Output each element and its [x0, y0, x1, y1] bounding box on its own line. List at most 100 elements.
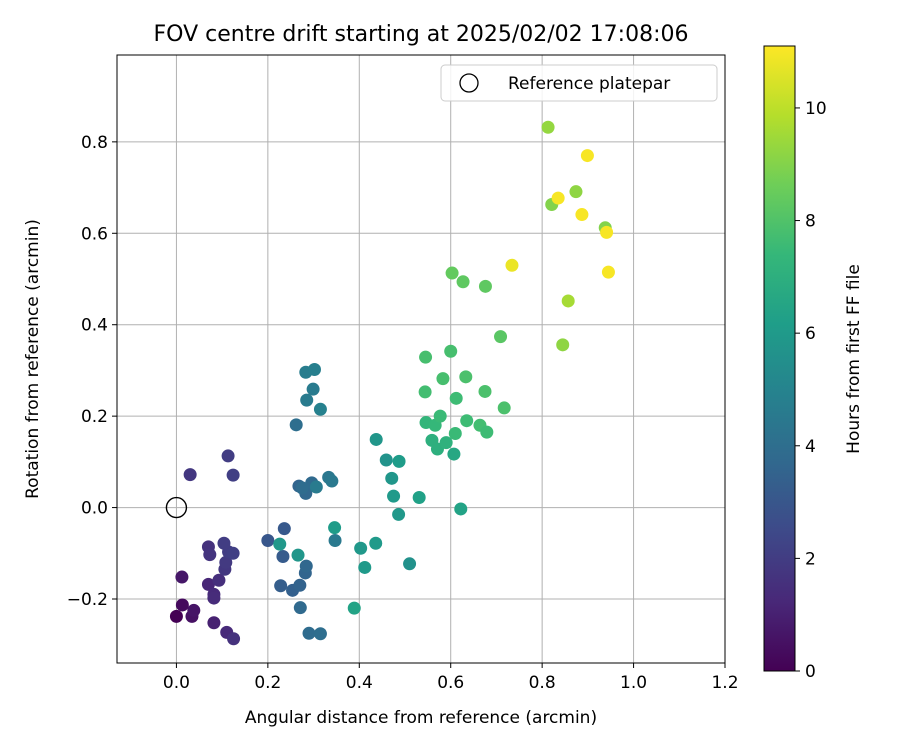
colorbar-ticks: 0 2 4 6 8 10 [795, 99, 827, 682]
data-point [313, 402, 327, 416]
data-point [456, 275, 470, 289]
y-tick-label: 0.4 [81, 316, 108, 336]
data-point [325, 474, 339, 488]
y-axis-label: Rotation from reference (arcmin) [23, 219, 43, 499]
data-point [569, 185, 583, 199]
data-point [293, 601, 307, 615]
data-point [445, 266, 459, 280]
data-point [387, 489, 401, 503]
data-point [439, 436, 453, 450]
data-point [291, 548, 305, 562]
data-point [454, 502, 468, 516]
colorbar-tick-label: 6 [805, 324, 816, 344]
data-point [392, 454, 406, 468]
data-point [419, 350, 433, 364]
data-point [575, 208, 589, 222]
data-point [369, 432, 383, 446]
data-point [369, 536, 383, 550]
colorbar-tick-label: 10 [805, 99, 827, 119]
data-point [494, 330, 508, 344]
data-point [169, 609, 183, 623]
data-point [203, 548, 217, 562]
data-point [459, 370, 473, 384]
data-point [307, 363, 321, 377]
x-tick-label: 0.4 [346, 673, 373, 693]
data-point [436, 372, 450, 386]
legend-label: Reference platepar [508, 74, 670, 94]
data-point [561, 294, 575, 308]
data-point [580, 149, 594, 163]
data-point [261, 533, 275, 547]
data-point [418, 385, 432, 399]
data-point [478, 279, 492, 293]
data-point [207, 591, 221, 605]
data-point [207, 616, 221, 630]
data-point [392, 507, 406, 521]
data-point [273, 537, 287, 551]
x-tick-label: 0.2 [254, 673, 281, 693]
data-point [277, 522, 291, 536]
grid [117, 55, 726, 663]
data-point [556, 338, 570, 352]
plot-frame [116, 54, 726, 664]
colorbar-label: Hours from first FF file [844, 264, 864, 454]
data-point [313, 627, 327, 641]
data-point [347, 601, 361, 615]
chart-title: FOV centre drift starting at 2025/02/02 … [154, 22, 689, 47]
data-point [433, 409, 447, 423]
data-point [551, 191, 565, 205]
data-point [478, 384, 492, 398]
x-tick-label: 0.6 [437, 673, 464, 693]
data-point [175, 598, 189, 612]
data-point [448, 427, 462, 441]
data-point [541, 120, 555, 134]
data-point [412, 491, 426, 505]
legend-reference-marker-icon [459, 73, 479, 93]
data-point [276, 549, 290, 563]
data-point [175, 570, 189, 584]
data-point [295, 481, 309, 495]
colorbar-tick-label: 0 [805, 662, 816, 682]
data-point [226, 546, 240, 560]
data-point [309, 480, 323, 494]
data-point [601, 265, 615, 279]
data-point [505, 258, 519, 272]
x-tick-label: 1.2 [711, 673, 738, 693]
y-tick-label: 0.2 [81, 407, 108, 427]
data-point [299, 559, 313, 573]
x-axis-ticks: 0.0 0.2 0.4 0.6 0.8 1.0 1.2 [163, 663, 739, 693]
data-point [480, 425, 494, 439]
data-point [425, 433, 439, 447]
data-point [217, 536, 231, 550]
data-point [227, 632, 241, 646]
data-point [187, 603, 201, 617]
data-point [444, 344, 458, 358]
colorbar-gradient [764, 46, 795, 671]
x-tick-label: 0.0 [163, 673, 190, 693]
data-point [289, 418, 303, 432]
legend: Reference platepar [440, 64, 718, 102]
data-point [201, 577, 215, 591]
data-point [302, 626, 316, 640]
colorbar-tick-label: 4 [805, 437, 816, 457]
data-point [497, 401, 511, 415]
x-tick-label: 1.0 [620, 673, 647, 693]
data-point [328, 521, 342, 535]
data-point [328, 533, 342, 547]
data-point [221, 449, 235, 463]
y-tick-label: 0.0 [81, 499, 108, 519]
y-axis-ticks: −0.2 0.0 0.2 0.4 0.6 0.8 [67, 133, 117, 610]
legend-box [440, 64, 718, 102]
data-point [600, 225, 614, 239]
y-tick-label: 0.6 [81, 224, 108, 244]
data-point [354, 541, 368, 555]
data-point [385, 471, 399, 485]
x-tick-label: 0.8 [529, 673, 556, 693]
data-point [300, 393, 314, 407]
colorbar-tick-label: 8 [805, 212, 816, 232]
data-point [379, 453, 393, 467]
reference-marker-layer [165, 496, 188, 519]
data-point [449, 391, 463, 405]
colorbar: 0 2 4 6 8 10 Hours from first FF file [763, 45, 864, 682]
